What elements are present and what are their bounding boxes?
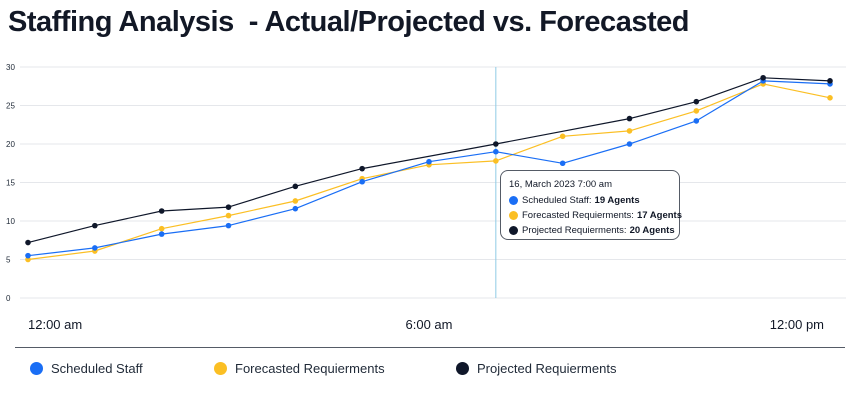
data-point-projected — [25, 239, 31, 246]
data-point-scheduled — [359, 178, 365, 185]
projected-dot-icon — [509, 226, 518, 235]
chart-legend: Scheduled Staff Forecasted Requierments … — [30, 361, 616, 376]
legend-item-forecasted[interactable]: Forecasted Requierments — [214, 361, 456, 376]
data-point-forecasted — [559, 133, 566, 140]
y-tick-label: 15 — [6, 179, 15, 188]
chart-tooltip: 16, March 2023 7:00 am Scheduled Staff: … — [500, 170, 682, 240]
data-point-scheduled — [426, 158, 432, 165]
legend-item-scheduled[interactable]: Scheduled Staff — [30, 361, 214, 376]
scheduled-dot-icon — [509, 196, 518, 205]
data-point-projected — [827, 78, 833, 84]
tooltip-forecasted-value: 17 Agents — [636, 210, 683, 221]
x-tick-label: 12:00 pm — [770, 317, 824, 332]
data-point-forecasted — [493, 158, 499, 164]
legend-divider — [15, 347, 845, 348]
data-point-projected — [225, 204, 232, 210]
y-tick-label: 10 — [6, 217, 15, 226]
projected-legend-dot-icon — [456, 362, 469, 375]
tooltip-forecasted-label: Forecasted Requierments: — [522, 210, 634, 221]
data-point-projected — [693, 98, 700, 105]
data-point-scheduled — [158, 231, 165, 237]
scheduled-legend-dot-icon — [30, 362, 43, 375]
data-point-scheduled — [626, 141, 633, 147]
forecasted-dot-icon — [509, 211, 518, 220]
data-point-forecasted — [626, 128, 633, 134]
legend-label-forecasted: Forecasted Requierments — [235, 361, 385, 376]
x-tick-label: 6:00 am — [406, 317, 453, 332]
y-tick-label: 0 — [6, 294, 11, 303]
y-tick-label: 25 — [6, 102, 15, 111]
forecasted-legend-dot-icon — [214, 362, 227, 375]
tooltip-title: 16, March 2023 7:00 am — [509, 179, 612, 190]
staffing-line-chart: 0 5 10 15 20 25 30 12:00 am 6:00 am 12:00 pm — [6, 63, 846, 332]
data-point-scheduled — [92, 245, 98, 251]
data-point-forecasted — [827, 95, 833, 101]
data-point-scheduled — [225, 222, 232, 229]
legend-label-scheduled: Scheduled Staff — [51, 361, 143, 376]
tooltip-row-forecasted: Forecasted Requierments: 17 Agents — [509, 208, 682, 223]
data-point-forecasted — [25, 256, 31, 263]
tooltip-scheduled-label: Scheduled Staff: — [522, 195, 592, 206]
data-point-scheduled — [292, 205, 299, 212]
tooltip-row-scheduled: Scheduled Staff: 19 Agents — [509, 193, 671, 208]
data-point-forecasted — [693, 108, 700, 114]
legend-label-projected: Projected Requierments — [477, 361, 617, 376]
x-tick-label: 12:00 am — [28, 317, 82, 332]
data-point-projected — [292, 183, 299, 190]
data-point-projected — [359, 165, 365, 172]
data-point-scheduled — [559, 160, 566, 167]
y-tick-label: 30 — [6, 63, 15, 72]
tooltip-projected-value: 20 Agents — [629, 225, 675, 236]
tooltip-projected-label: Projected Requierments: — [522, 225, 627, 236]
data-point-projected — [158, 208, 165, 214]
data-point-scheduled — [693, 118, 700, 124]
legend-item-projected[interactable]: Projected Requierments — [456, 361, 616, 376]
data-point-projected — [760, 74, 766, 81]
y-tick-label: 20 — [6, 140, 15, 149]
series-line-forecasted — [27, 83, 831, 261]
data-point-projected — [626, 115, 633, 122]
page-title: Staffing Analysis - Actual/Projected vs.… — [8, 6, 689, 38]
data-point-forecasted — [292, 198, 299, 204]
data-point-scheduled — [25, 252, 31, 259]
data-point-forecasted — [158, 225, 165, 232]
data-point-projected — [493, 141, 499, 147]
tooltip-scheduled-value: 19 Agents — [594, 195, 640, 206]
series-line-scheduled — [27, 80, 831, 257]
data-point-projected — [92, 222, 98, 229]
y-tick-label: 5 — [6, 256, 11, 265]
tooltip-row-projected: Projected Requierments: 20 Agents — [509, 223, 675, 238]
data-point-forecasted — [225, 212, 232, 219]
data-point-scheduled — [493, 148, 499, 155]
